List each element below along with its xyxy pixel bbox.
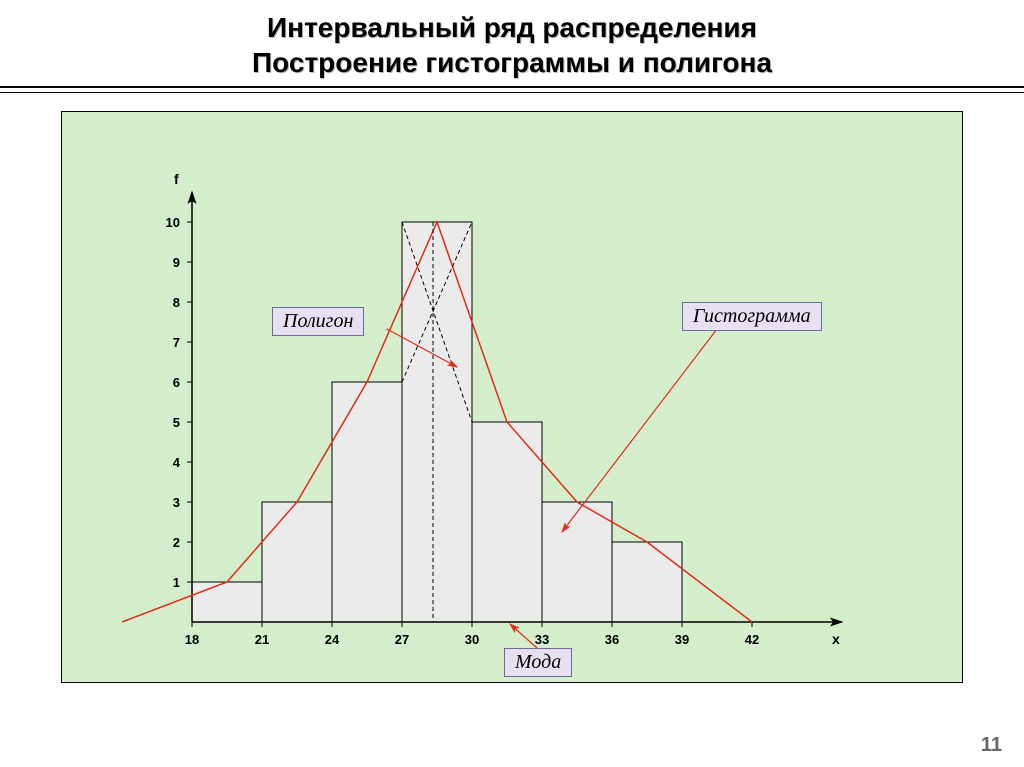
slide: Интервальный ряд распределения Построени… [0, 0, 1024, 767]
histogram-bar [192, 582, 262, 622]
y-tick-label: 5 [173, 415, 180, 430]
x-tick-label: 42 [745, 632, 759, 647]
y-tick-label: 2 [173, 535, 180, 550]
y-tick-label: 1 [173, 575, 180, 590]
x-tick-label: 30 [465, 632, 479, 647]
title-line-2: Построение гистограммы и полигона [0, 45, 1024, 80]
y-tick-label: 7 [173, 335, 180, 350]
title-divider [0, 86, 1024, 93]
callout-arrow-histogram [562, 329, 717, 532]
histogram-bar [262, 502, 332, 622]
slide-title: Интервальный ряд распределения Построени… [0, 0, 1024, 80]
title-line-1: Интервальный ряд распределения [0, 10, 1024, 45]
histogram-bar [332, 382, 402, 622]
x-tick-label: 21 [255, 632, 269, 647]
x-axis-label: x [832, 631, 840, 647]
label-mode: Мода [504, 648, 572, 677]
y-tick-label: 10 [166, 215, 180, 230]
callout-arrow-mode [510, 624, 537, 648]
x-tick-label: 36 [605, 632, 619, 647]
x-tick-label: 27 [395, 632, 409, 647]
histogram-bar [402, 222, 472, 622]
y-tick-label: 3 [173, 495, 180, 510]
label-polygon: Полигон [272, 307, 364, 336]
x-tick-label: 39 [675, 632, 689, 647]
histogram-bar [472, 422, 542, 622]
y-tick-label: 8 [173, 295, 180, 310]
x-tick-label: 33 [535, 632, 549, 647]
y-tick-label: 9 [173, 255, 180, 270]
y-tick-label: 6 [173, 375, 180, 390]
label-histogram: Гистограмма [682, 302, 822, 331]
y-tick-label: 4 [173, 455, 181, 470]
x-tick-label: 24 [325, 632, 340, 647]
histogram-bar [612, 542, 682, 622]
y-axis-label: f [174, 171, 179, 187]
chart-svg: 18 21 24 27 30 33 36 39 42 1 2 3 4 5 6 7 8 9 10 x f [62, 112, 962, 682]
page-number: 11 [981, 734, 1002, 757]
x-tick-label: 18 [185, 632, 199, 647]
histogram-bar [542, 502, 612, 622]
chart-frame: 18212427303336394212345678910xf Полигон … [61, 111, 963, 683]
